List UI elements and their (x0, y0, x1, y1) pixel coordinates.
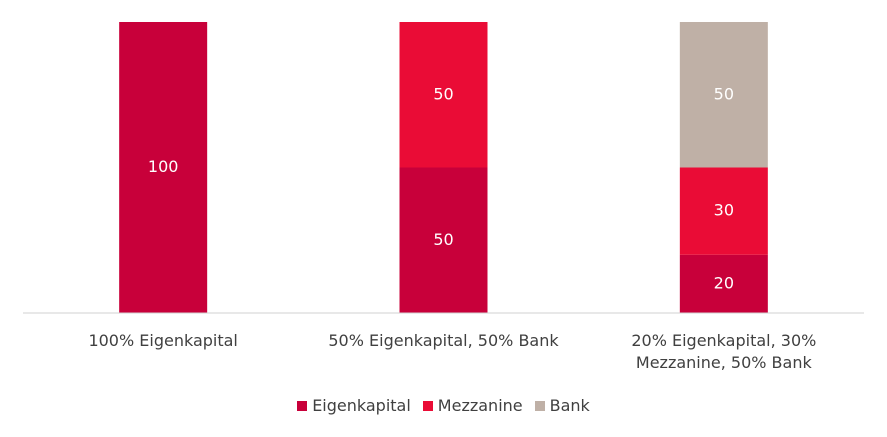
x-tick-label: 100% Eigenkapital (88, 331, 238, 350)
bar-segment (679, 167, 768, 255)
legend-item: Eigenkapital (297, 396, 411, 415)
legend-label: Mezzanine (437, 396, 523, 415)
legend: Eigenkapital Mezzanine Bank (0, 396, 887, 415)
data-label: 50 (433, 230, 453, 249)
legend-item: Mezzanine (422, 396, 523, 415)
data-label: 30 (714, 201, 734, 220)
x-tick-label: 50% Eigenkapital, 50% Bank (328, 331, 559, 350)
legend-swatch (534, 401, 545, 411)
bar-segment (399, 167, 488, 313)
legend-swatch (422, 401, 433, 411)
legend-label: Bank (549, 396, 590, 415)
data-label: 100 (148, 157, 179, 176)
bar-segment (679, 22, 768, 168)
data-label: 50 (433, 84, 453, 103)
bar-segment (679, 254, 768, 313)
bar-segment (399, 22, 488, 168)
bar-segment (119, 22, 208, 313)
legend-item: Bank (534, 396, 590, 415)
data-label: 50 (714, 84, 734, 103)
data-label: 20 (714, 273, 734, 292)
x-tick-label: 20% Eigenkapital, 30% Mezzanine, 50% Ban… (631, 331, 817, 372)
legend-label: Eigenkapital (312, 396, 411, 415)
legend-swatch (297, 401, 308, 411)
